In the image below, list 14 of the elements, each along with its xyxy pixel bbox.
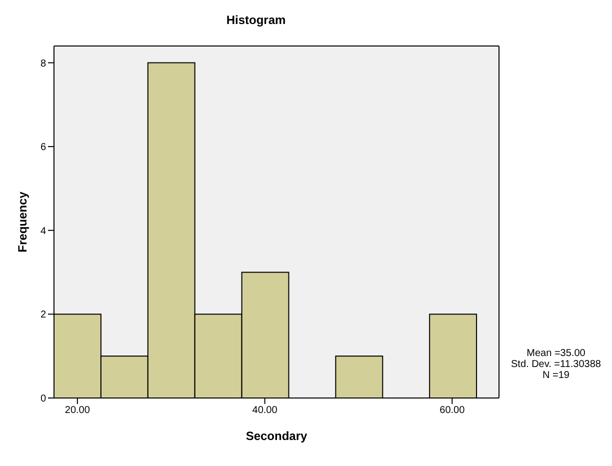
y-tick-label: 6 xyxy=(40,142,46,154)
chart-title: Histogram xyxy=(225,12,287,28)
y-tick-label: 8 xyxy=(40,58,46,70)
text: Std. Dev. =11.30388 xyxy=(510,359,602,370)
text: Mean =35.00 xyxy=(526,348,586,359)
y-axis-title: Frequency xyxy=(15,191,30,252)
x-axis-title: Secondary xyxy=(246,429,308,443)
x-tick-label: 40.00 xyxy=(252,405,278,416)
y-tick-label: 4 xyxy=(40,226,46,237)
y-tick-label: 2 xyxy=(40,310,46,321)
x-tick-label: 60.00 xyxy=(440,405,466,416)
x-tick-label: 20.00 xyxy=(64,405,90,416)
y-tick-label: 0 xyxy=(40,394,46,405)
text: N =19 xyxy=(542,370,570,381)
